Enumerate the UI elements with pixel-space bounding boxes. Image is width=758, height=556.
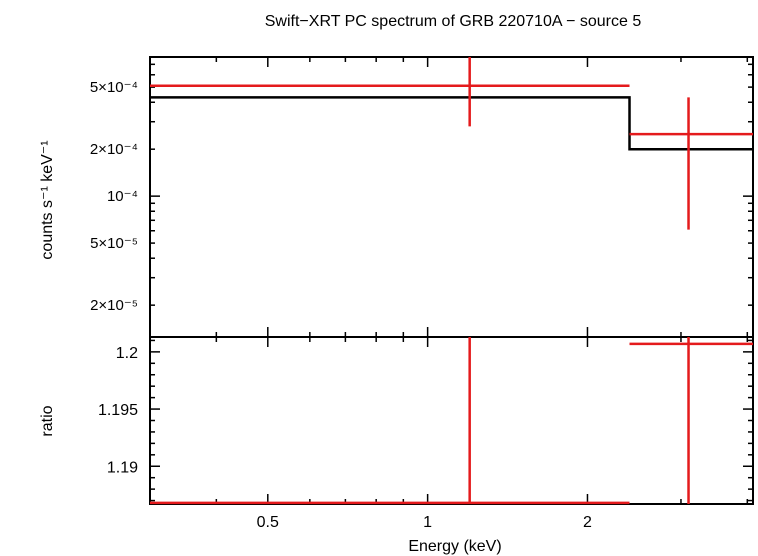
spectrum-y-tick-label: 2×10⁻⁵	[90, 297, 138, 314]
spectrum-y-tick-label: 5×10⁻⁴	[90, 79, 138, 96]
x-tick-label: 2	[583, 514, 592, 531]
ratio-panel-frame	[149, 336, 754, 505]
spectrum-y-tick-label: 5×10⁻⁵	[90, 235, 138, 252]
spectrum-data-point	[629, 97, 753, 230]
spectrum-y-axis-label: counts s⁻¹ keV⁻¹	[39, 140, 56, 259]
ratio-y-tick-label: 1.195	[98, 402, 138, 419]
ratio-data-point	[150, 337, 630, 505]
spectrum-y-tick-label: 2×10⁻⁴	[90, 141, 138, 158]
ratio-data-points	[150, 337, 753, 505]
spectrum-data-point	[150, 57, 630, 127]
ratio-y-axis-label: ratio	[39, 405, 56, 436]
ratio-y-tick-label: 1.2	[116, 345, 138, 362]
spectrum-ticks: 5×10⁻⁴ 2×10⁻⁴ 10⁻⁴ 5×10⁻⁵ 2×10⁻⁵	[90, 57, 753, 337]
spectrum-data-points	[150, 57, 753, 230]
x-tick-label: 0.5	[257, 514, 279, 531]
spectrum-panel-frame	[149, 56, 754, 338]
model-step-line	[150, 96, 753, 151]
ratio-data-point	[629, 337, 753, 504]
ratio-ticks: 0.5 1 2 1.2 1.195 1.19	[98, 337, 753, 531]
chart-title: Swift−XRT PC spectrum of GRB 220710A − s…	[265, 13, 642, 30]
x-tick-label: 1	[423, 514, 432, 531]
ratio-y-tick-label: 1.19	[107, 459, 138, 476]
x-axis-label: Energy (keV)	[408, 538, 501, 555]
model-steps	[150, 96, 753, 151]
spectrum-y-tick-label: 10⁻⁴	[107, 188, 138, 205]
